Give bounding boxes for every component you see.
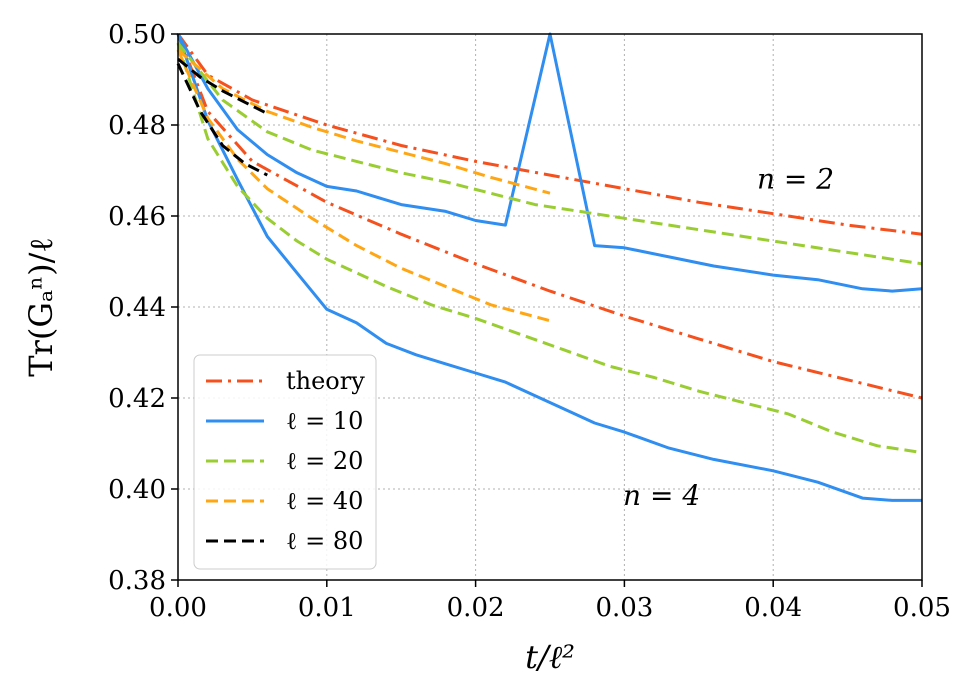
x-tick-label: 0.01 xyxy=(298,593,356,623)
annotations: n = 2 n = 4 xyxy=(623,163,834,512)
legend-box xyxy=(193,354,377,570)
y-tick-label: 0.44 xyxy=(108,293,166,323)
annotation-label: n = 4 xyxy=(623,479,700,512)
y-tick-label: 0.38 xyxy=(108,566,166,596)
x-axis-title: t/ℓ² xyxy=(525,638,575,676)
series-line-40-n2 xyxy=(177,48,551,195)
y-tick-label: 0.46 xyxy=(108,202,166,232)
y-tick-label: 0.48 xyxy=(108,111,166,141)
x-tick-label: 0.05 xyxy=(893,593,951,623)
legend-label: ℓ = 10 xyxy=(286,407,363,435)
series-line-theory-n4 xyxy=(176,33,923,400)
x-tick-label: 0.02 xyxy=(447,593,505,623)
series-line-20-n2 xyxy=(176,42,923,266)
legend-label: ℓ = 80 xyxy=(286,527,363,555)
series-line-10-n4 xyxy=(176,33,922,502)
y-tick-label: 0.40 xyxy=(108,475,166,505)
series-lines xyxy=(176,32,923,502)
series-line-theory-n2 xyxy=(176,33,923,236)
y-axis-title: Tr(Gₐⁿ)/ℓ xyxy=(22,237,60,376)
axis-ticks: 0.00 0.01 0.02 0.03 0.04 0.05 0.38 0.40 0.42 0.44… xyxy=(108,20,951,623)
x-tick-label: 0.00 xyxy=(149,593,207,623)
y-tick-label: 0.42 xyxy=(108,384,166,414)
legend-label: ℓ = 40 xyxy=(286,487,363,515)
y-tick-label: 0.50 xyxy=(108,20,166,50)
series-line-20-n4 xyxy=(176,42,923,455)
series-line-10-n2 xyxy=(176,32,923,293)
annotation-label: n = 2 xyxy=(757,163,834,196)
legend: theory ℓ = 10 ℓ = 20 ℓ = 40 ℓ = 80 xyxy=(193,354,377,570)
series-line-80-n2 xyxy=(177,57,268,115)
x-tick-label: 0.03 xyxy=(595,593,653,623)
series-line-80-n4 xyxy=(176,62,268,177)
legend-label: ℓ = 20 xyxy=(286,447,363,475)
series-line-40-n4 xyxy=(176,49,551,323)
legend-label: theory xyxy=(286,367,365,395)
x-tick-label: 0.04 xyxy=(744,593,802,623)
